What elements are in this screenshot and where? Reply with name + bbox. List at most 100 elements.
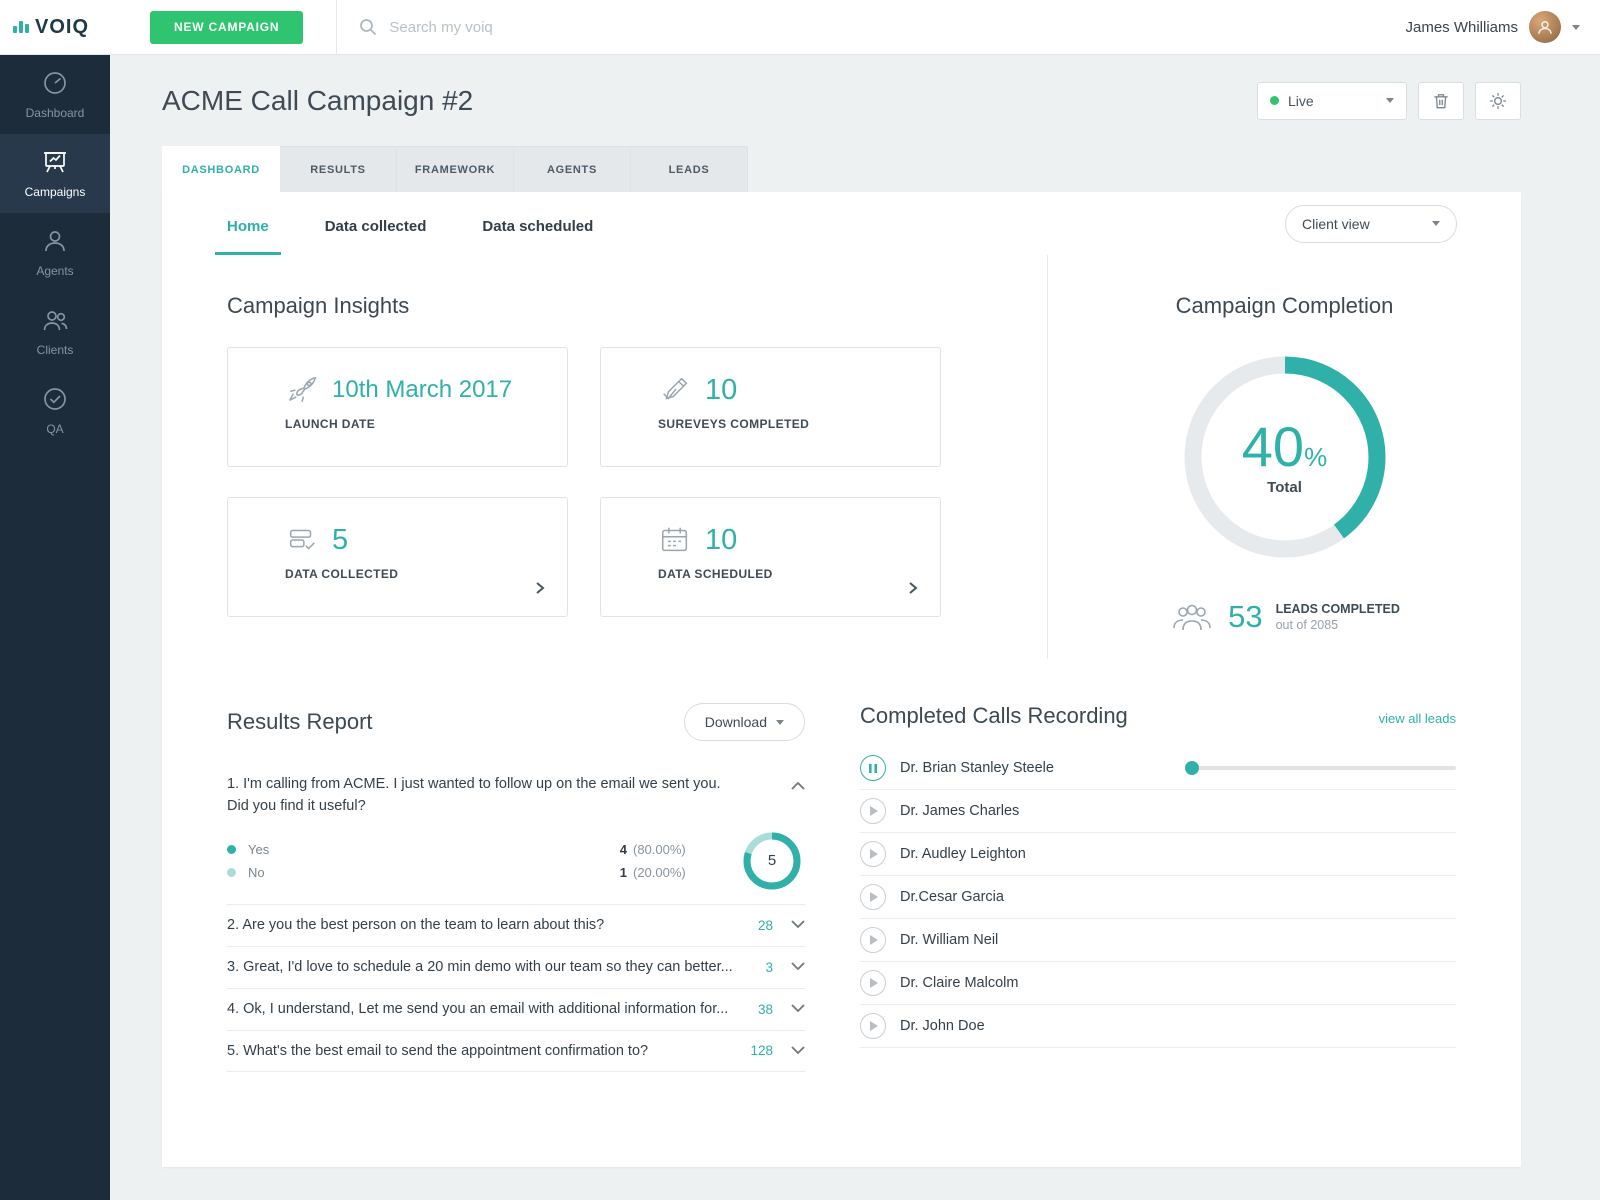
tab-framework[interactable]: FRAMEWORK xyxy=(396,146,514,192)
leads-completed-value: 53 xyxy=(1228,599,1263,634)
view-all-leads-link[interactable]: view all leads xyxy=(1378,711,1456,726)
data-collected-card[interactable]: 5 DATA COLLECTED xyxy=(227,497,568,617)
chevron-down-icon[interactable] xyxy=(791,916,805,934)
chevron-down-icon[interactable] xyxy=(791,1042,805,1060)
sidebar-item-qa[interactable]: QA xyxy=(0,371,110,450)
chevron-up-icon[interactable] xyxy=(791,773,805,818)
client-view-dropdown[interactable]: Client view xyxy=(1285,204,1457,243)
live-status-dot xyxy=(1270,96,1279,105)
tab-leads[interactable]: LEADS xyxy=(630,146,748,192)
chevron-right-icon[interactable] xyxy=(906,581,920,600)
user-name: James Whilliams xyxy=(1405,18,1518,36)
campaigns-icon xyxy=(44,152,66,173)
sidebar-item-clients[interactable]: Clients xyxy=(0,292,110,371)
clients-icon xyxy=(43,311,68,331)
calendar-icon xyxy=(661,527,688,552)
page-title: ACME Call Campaign #2 xyxy=(162,84,474,116)
question-item[interactable]: 2. Are you the best person on the team t… xyxy=(227,903,805,946)
header-controls: Live xyxy=(1257,81,1521,120)
chevron-down-icon[interactable] xyxy=(791,1000,805,1018)
data-scheduled-card[interactable]: 10 DATA SCHEDULED xyxy=(600,497,941,617)
tab-agents[interactable]: AGENTS xyxy=(513,146,631,192)
subtab-data-collected[interactable]: Data collected xyxy=(324,218,427,235)
tab-results[interactable]: RESULTS xyxy=(279,146,397,192)
completed-calls-section: Completed Calls Recording view all leads… xyxy=(860,659,1456,1072)
data-scheduled-value: 10 xyxy=(705,523,738,556)
surveys-completed-value: 10 xyxy=(705,373,738,406)
avatar[interactable] xyxy=(1529,11,1561,43)
sidebar-item-campaigns[interactable]: Campaigns xyxy=(0,134,110,213)
subtabs: Home Data collected Data scheduled Clien… xyxy=(162,192,1521,255)
subtab-home[interactable]: Home xyxy=(215,192,281,255)
search-bar[interactable] xyxy=(336,0,1405,54)
settings-button[interactable] xyxy=(1475,81,1521,120)
status-label: Live xyxy=(1288,92,1314,109)
download-button[interactable]: Download xyxy=(683,703,805,741)
play-icon xyxy=(869,849,878,859)
new-campaign-button[interactable]: NEW CAMPAIGN xyxy=(150,10,304,44)
caret-down-icon xyxy=(1386,98,1394,103)
sidebar: Dashboard Campaigns Agents Clients QA xyxy=(0,55,110,1200)
answer-row-no: No 1 (20.00%) xyxy=(227,861,695,884)
recording-row: Dr. William Neil xyxy=(860,919,1456,962)
chevron-down-icon[interactable] xyxy=(791,958,805,976)
play-icon xyxy=(869,1021,878,1031)
answers-total: 5 xyxy=(767,852,777,870)
campaign-tabs: DASHBOARD RESULTS FRAMEWORK AGENTS LEADS xyxy=(110,146,1600,192)
play-button[interactable] xyxy=(860,884,886,910)
data-collected-label: DATA COLLECTED xyxy=(285,567,399,581)
leads-completed-total: out of 2085 xyxy=(1275,618,1339,632)
delete-campaign-button[interactable] xyxy=(1418,81,1464,120)
play-button[interactable] xyxy=(860,841,886,867)
play-button[interactable] xyxy=(860,798,886,824)
launch-date-card: 10th March 2017 LAUNCH DATE xyxy=(227,347,568,467)
completion-percent: 40% xyxy=(1241,414,1328,478)
pause-icon xyxy=(869,763,877,773)
question-item-expanded[interactable]: 1. I'm calling from ACME. I just wanted … xyxy=(227,763,805,904)
user-menu[interactable]: James Whilliams xyxy=(1405,11,1600,43)
question-item[interactable]: 3. Great, I'd love to schedule a 20 min … xyxy=(227,945,805,988)
topbar: VOIQ NEW CAMPAIGN James Whilliams xyxy=(0,0,1600,55)
subtab-data-scheduled[interactable]: Data scheduled xyxy=(482,218,594,235)
launch-date-label: LAUNCH DATE xyxy=(285,417,376,431)
completion-title: Campaign Completion xyxy=(1175,293,1394,318)
question-item[interactable]: 4. Ok, I understand, Let me send you an … xyxy=(227,987,805,1030)
dashboard-card: Home Data collected Data scheduled Clien… xyxy=(162,192,1521,1167)
recording-row: Dr.Cesar Garcia xyxy=(860,876,1456,919)
answer-dot-yes-icon xyxy=(227,844,236,854)
chevron-right-icon[interactable] xyxy=(533,581,547,600)
campaign-insights-section: Campaign Insights 10th March 2017 LAUNCH… xyxy=(162,255,1048,659)
page-header: ACME Call Campaign #2 Live xyxy=(110,55,1600,146)
tab-dashboard[interactable]: DASHBOARD xyxy=(162,146,280,192)
recording-row: Dr. Audley Leighton xyxy=(860,833,1456,876)
surveys-completed-card: 10 SUREVEYS COMPLETED xyxy=(600,347,941,467)
client-view-label: Client view xyxy=(1302,215,1370,232)
playback-slider[interactable] xyxy=(1185,761,1456,775)
caret-down-icon[interactable] xyxy=(1572,24,1580,30)
data-scheduled-label: DATA SCHEDULED xyxy=(658,567,773,581)
search-input[interactable] xyxy=(389,18,890,36)
insights-title: Campaign Insights xyxy=(227,293,410,318)
survey-check-icon xyxy=(663,377,688,400)
sidebar-item-agents[interactable]: Agents xyxy=(0,213,110,292)
status-dropdown[interactable]: Live xyxy=(1257,81,1407,120)
play-icon xyxy=(869,806,878,816)
question-item[interactable]: 5. What's the best email to send the app… xyxy=(227,1029,805,1072)
logo-bars-icon xyxy=(13,21,29,33)
gear-icon xyxy=(1490,92,1506,109)
play-button[interactable] xyxy=(860,970,886,996)
agents-icon xyxy=(45,231,65,252)
results-report-section: Results Report Download 1. I'm calling f… xyxy=(162,659,805,1072)
sidebar-item-dashboard[interactable]: Dashboard xyxy=(0,55,110,134)
surveys-completed-label: SUREVEYS COMPLETED xyxy=(658,417,810,431)
voiq-logo[interactable]: VOIQ xyxy=(0,16,150,39)
play-button[interactable] xyxy=(860,927,886,953)
pause-button[interactable] xyxy=(860,755,886,781)
main-content: ACME Call Campaign #2 Live DASHBOARD RES… xyxy=(110,55,1600,1200)
caret-down-icon xyxy=(776,719,784,725)
slider-handle[interactable] xyxy=(1185,761,1199,775)
answers-donut-chart: 5 xyxy=(743,832,801,890)
play-button[interactable] xyxy=(860,1013,886,1039)
insights-grid: 10th March 2017 LAUNCH DATE 10 SUREVEYS … xyxy=(227,347,1047,617)
